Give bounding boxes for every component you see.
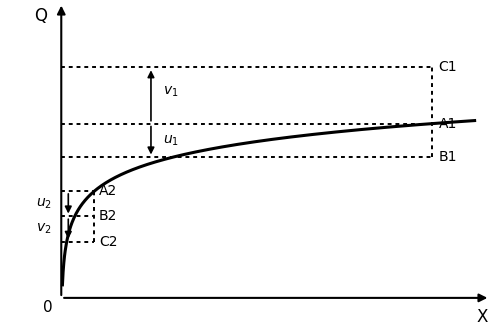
Text: 0: 0 [43,300,52,315]
Text: Q: Q [35,7,48,25]
Text: $u_2$: $u_2$ [35,197,52,211]
Text: $v_1$: $v_1$ [163,84,178,99]
Text: B1: B1 [439,150,457,165]
Text: $v_2$: $v_2$ [36,222,52,236]
Text: C2: C2 [99,235,118,249]
Text: C1: C1 [439,61,458,74]
Text: $u_1$: $u_1$ [163,133,178,148]
Text: A1: A1 [439,117,457,131]
Text: B2: B2 [99,210,117,223]
Text: X: X [477,308,488,326]
Text: A2: A2 [99,184,117,198]
